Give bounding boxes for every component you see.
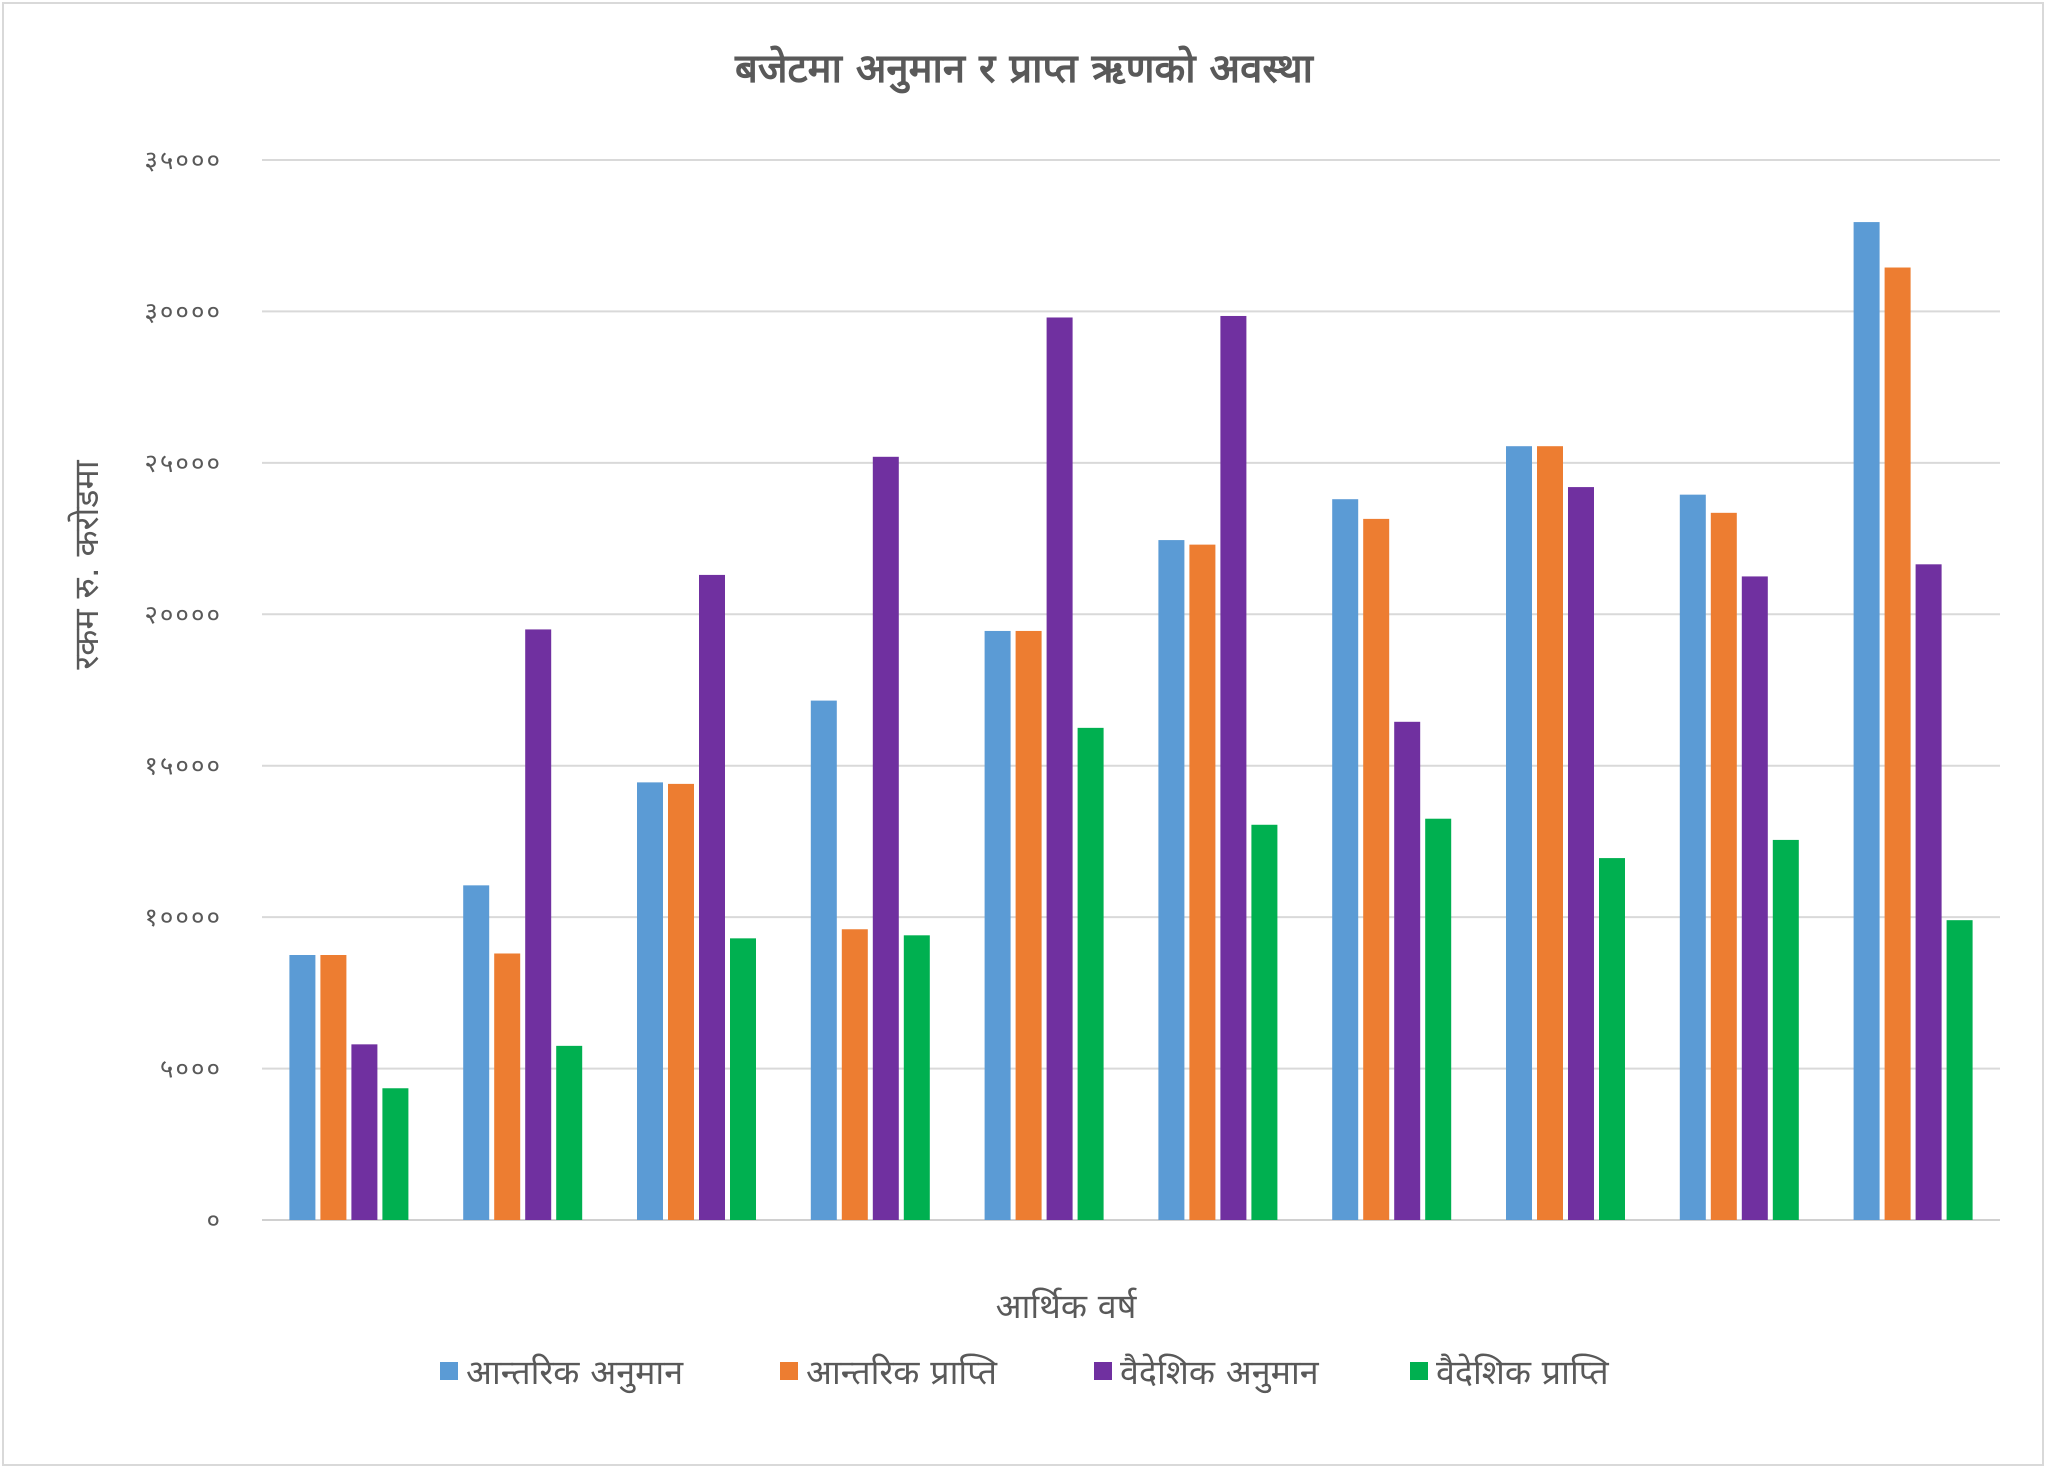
bar (1394, 721, 1421, 1220)
bar (351, 1044, 378, 1220)
y-axis-label: रकम रु. करोडमा (67, 459, 107, 669)
bar (1332, 499, 1359, 1220)
bar-layer (289, 222, 1973, 1221)
bar (525, 629, 552, 1220)
y-tick-label: १०००० (144, 903, 222, 933)
bar (984, 630, 1011, 1220)
bar (494, 953, 521, 1220)
legend-swatch (780, 1362, 798, 1380)
bar (637, 782, 663, 1220)
bar (1506, 446, 1532, 1220)
y-tick-labels: ० ५००० १०००० १५००० २०००० २५००० ३०००० ३५००० (144, 146, 222, 1236)
bar (1220, 315, 1247, 1220)
bar (1853, 222, 1880, 1221)
bar (463, 885, 490, 1220)
bar (1915, 564, 1942, 1220)
bar (1251, 824, 1278, 1220)
bar (1077, 727, 1104, 1220)
bar (903, 935, 930, 1220)
bar (1363, 518, 1390, 1220)
bar (1741, 576, 1768, 1220)
bar (841, 929, 868, 1220)
bar (1710, 512, 1737, 1220)
bar (1679, 494, 1706, 1221)
legend-swatch (1094, 1362, 1112, 1380)
legend-label: आन्तरिक प्राप्ति (806, 1353, 998, 1393)
y-tick-label: ३०००० (144, 297, 222, 327)
y-tick-label: २५००० (144, 449, 222, 479)
x-axis-label: आर्थिक वर्ष (996, 1287, 1138, 1327)
bar (1537, 446, 1563, 1220)
bar (1189, 544, 1216, 1220)
chart-title: बजेटमा अनुमान र प्राप्त ऋणको अवस्था (734, 45, 1315, 94)
bar (668, 783, 694, 1220)
bar (810, 700, 837, 1220)
legend-swatch (440, 1362, 458, 1380)
y-tick-label: १५००० (144, 752, 222, 782)
y-tick-label: २०००० (144, 600, 222, 630)
bar (1946, 920, 1973, 1220)
bar (1425, 818, 1452, 1220)
bar (730, 938, 756, 1220)
bar (556, 1045, 583, 1220)
legend: आन्तरिक अनुमान आन्तरिक प्राप्ति वैदेशिक अन… (440, 1353, 1609, 1394)
bar (1599, 858, 1625, 1220)
legend-label: वैदेशिक प्राप्ति (1436, 1353, 1609, 1393)
grid-layer (262, 159, 2000, 1221)
bar (382, 1088, 409, 1220)
bar (1772, 839, 1799, 1220)
legend-label: आन्तरिक अनुमान (466, 1353, 684, 1394)
bar (1046, 317, 1073, 1220)
bar (699, 574, 725, 1220)
bar (1884, 267, 1911, 1220)
y-tick-label: ३५००० (144, 146, 222, 176)
bar (289, 955, 316, 1220)
bar (1158, 540, 1185, 1220)
legend-label: वैदेशिक अनुमान (1120, 1353, 1320, 1394)
bar (872, 456, 899, 1220)
bar (1015, 630, 1042, 1220)
bar (320, 955, 347, 1220)
bar (1568, 487, 1594, 1221)
y-tick-label: ५००० (160, 1055, 222, 1085)
y-tick-label: ० (206, 1206, 222, 1236)
legend-swatch (1410, 1362, 1428, 1380)
